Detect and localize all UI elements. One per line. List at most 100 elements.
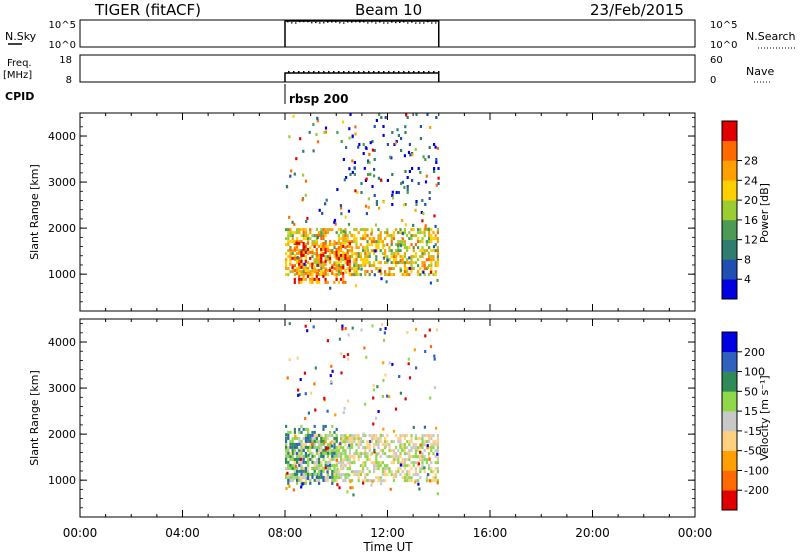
data-cell [362, 264, 365, 268]
data-cell [293, 470, 296, 474]
data-cell [366, 446, 369, 450]
data-cell [407, 151, 411, 154]
data-cell [410, 255, 413, 259]
data-cell [320, 461, 323, 465]
data-cell [342, 467, 345, 471]
data-cell [366, 455, 369, 459]
data-cell [316, 116, 319, 120]
data-cell [303, 245, 306, 249]
data-cell [318, 460, 321, 464]
data-cell [300, 448, 303, 452]
data-cell [365, 147, 368, 150]
data-cell [428, 191, 431, 194]
colorbar-segment [722, 332, 737, 353]
data-cell [423, 443, 426, 447]
data-cell [313, 443, 316, 447]
data-cell [348, 461, 351, 465]
data-cell [436, 452, 439, 456]
data-cell [304, 466, 307, 470]
data-cell [346, 455, 349, 459]
velocity-colorbar-label: Velocity [m s⁻¹] [758, 375, 771, 460]
data-cell [430, 461, 433, 465]
velocity-data [285, 322, 439, 497]
data-cell [302, 469, 305, 473]
data-cell [392, 479, 395, 483]
data-cell [309, 256, 312, 260]
data-cell [368, 273, 371, 277]
data-cell [304, 277, 307, 281]
data-cell [428, 237, 431, 241]
data-cell [296, 481, 299, 485]
data-cell [364, 204, 368, 208]
data-cell [346, 267, 349, 271]
freq-dot [438, 71, 440, 73]
data-cell [367, 173, 370, 176]
data-cell [428, 457, 431, 461]
data-cell [423, 234, 426, 238]
data-cell [383, 331, 386, 335]
data-cell [359, 252, 362, 256]
data-cell [371, 185, 374, 188]
nsky-dot [415, 22, 417, 24]
data-cell [285, 252, 288, 256]
data-cell [377, 476, 380, 480]
data-cell [342, 437, 345, 441]
data-cell [304, 417, 307, 420]
freq-dot [408, 71, 410, 73]
data-cell [410, 437, 413, 441]
data-cell [340, 476, 343, 480]
data-cell [331, 249, 334, 253]
data-cell [374, 416, 378, 420]
data-cell [419, 458, 422, 462]
data-cell [406, 476, 409, 480]
data-cell [378, 113, 381, 116]
data-cell [401, 261, 404, 265]
data-cell [331, 243, 334, 247]
data-cell [302, 234, 305, 238]
data-cell [397, 191, 400, 194]
data-cell [333, 273, 336, 277]
data-cell [347, 357, 350, 361]
nsky-dot [371, 21, 373, 23]
data-cell [329, 458, 332, 462]
data-cell [422, 212, 425, 215]
x-tick-label: 00:00 [678, 526, 713, 540]
data-cell [434, 455, 437, 459]
data-cell [331, 440, 334, 444]
data-cell [322, 265, 325, 269]
data-cell [377, 243, 380, 247]
data-cell [337, 452, 340, 456]
data-cell [351, 443, 354, 447]
data-cell [293, 264, 296, 268]
data-cell [322, 234, 325, 238]
data-cell [432, 470, 435, 474]
data-cell [436, 479, 439, 483]
data-cell [315, 240, 318, 244]
data-cell [342, 434, 345, 438]
data-cell [313, 244, 316, 248]
data-cell [432, 255, 435, 259]
data-cell [329, 441, 332, 445]
data-cell [298, 228, 301, 232]
data-cell [423, 440, 426, 444]
data-cell [306, 329, 309, 333]
data-cell [288, 485, 291, 488]
data-cell [386, 243, 389, 247]
data-cell [296, 252, 299, 256]
data-cell [340, 140, 343, 143]
data-cell [353, 252, 356, 256]
data-cell [307, 472, 310, 476]
data-cell [344, 443, 347, 447]
data-cell [382, 427, 385, 431]
data-cell [397, 455, 400, 459]
data-cell [342, 280, 345, 284]
data-cell [287, 231, 290, 235]
data-cell [375, 455, 378, 459]
data-cell [419, 228, 422, 232]
data-cell [351, 326, 354, 330]
data-cell [375, 458, 378, 462]
nsky-strip: N.Sky 10^5 10^0 10^5 10^0 N.Search [5, 19, 796, 51]
data-cell [335, 231, 338, 235]
data-cell [357, 145, 360, 149]
data-cell [406, 234, 409, 238]
